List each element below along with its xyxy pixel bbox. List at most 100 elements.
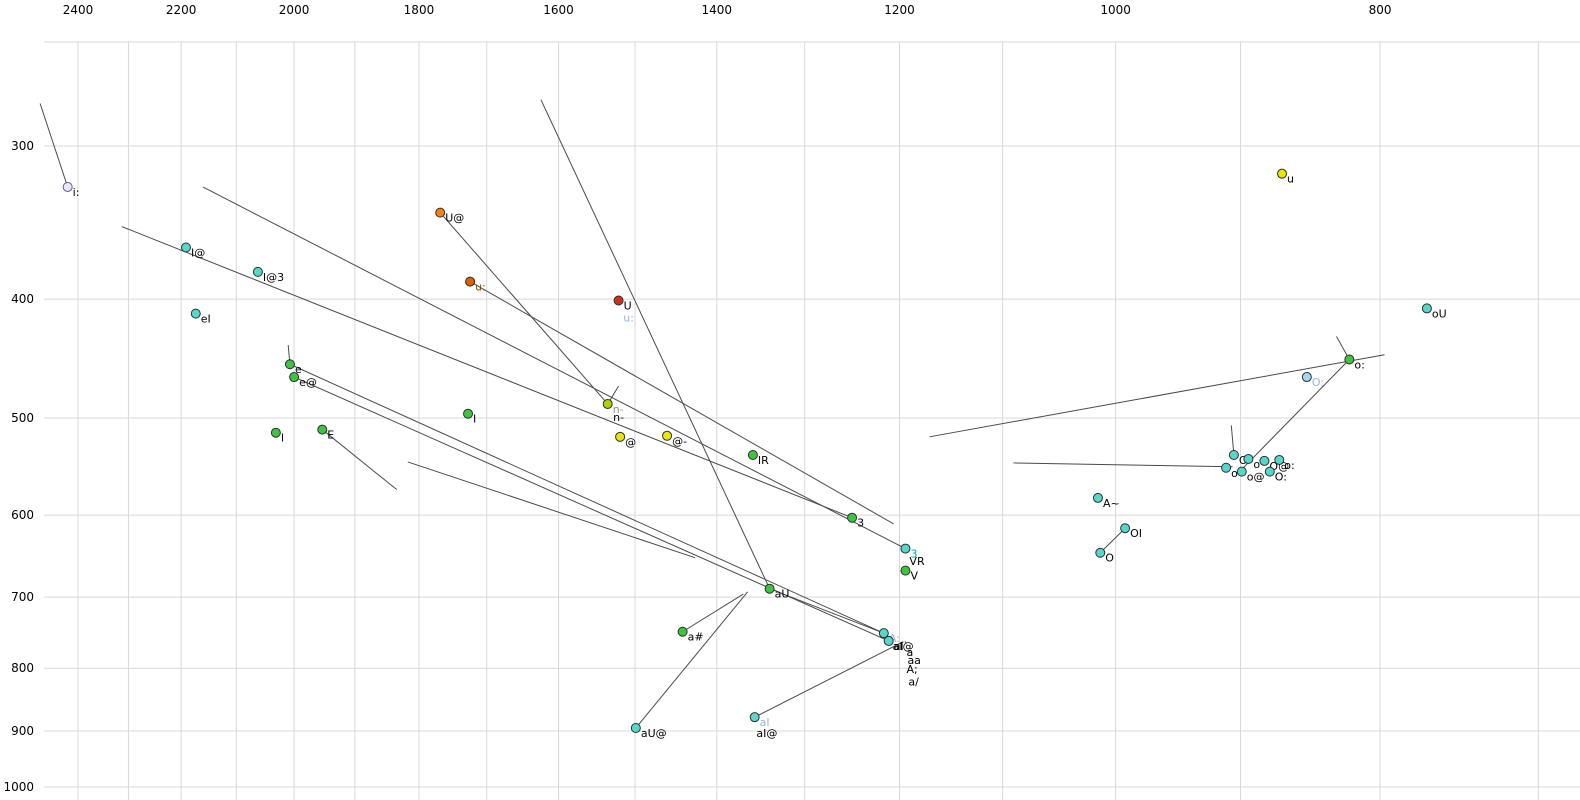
point-label-O: O [1239, 454, 1248, 467]
data-point-o@ [1236, 466, 1247, 477]
point-label-o:: o: [1354, 359, 1364, 372]
y-tick-label-800: 800 [11, 661, 34, 675]
trajectory-line-21 [769, 588, 884, 634]
point-label-I: I [281, 432, 284, 445]
point-label-O:: O: [1312, 376, 1324, 389]
trajectory-line-15 [929, 354, 1385, 438]
data-point-OI [1120, 523, 1131, 534]
x-tick-label-2000: 2000 [279, 3, 310, 17]
trajectory-line-13 [289, 363, 885, 634]
data-point-I [463, 408, 474, 419]
point-label-V: V [910, 570, 918, 583]
x-tick-label-1600: 1600 [543, 3, 574, 17]
x-tick-label-2400: 2400 [63, 3, 94, 17]
trajectory-line-20 [1099, 527, 1126, 554]
data-point-A: [878, 628, 889, 639]
trajectory-line-0 [39, 103, 69, 188]
data-point-@ [615, 431, 626, 442]
point-label-A:: A: [889, 632, 900, 645]
y-tick-label-400: 400 [11, 292, 34, 306]
point-label-@-: @- [672, 435, 687, 448]
data-point-3 [900, 543, 911, 554]
data-point-o: [1274, 454, 1285, 465]
extra-label-n--1: n- [613, 411, 624, 424]
x-tick-label-1200: 1200 [884, 3, 915, 17]
trajectory-line-2 [202, 186, 906, 550]
extra-label-aI@-8: aI@ [756, 727, 777, 740]
data-point-i: [62, 181, 73, 192]
y-tick-label-500: 500 [11, 411, 34, 425]
data-point-I@ [180, 242, 191, 253]
data-point-E [317, 424, 328, 435]
point-label-o@: o@ [1247, 471, 1265, 484]
point-label-n-: n- [613, 403, 624, 416]
trajectory-line-3 [439, 212, 609, 405]
point-label-eI: eI [201, 313, 211, 326]
x-tick-label-800: 800 [1369, 3, 1392, 17]
point-label-I: I [473, 413, 476, 426]
point-label-aU@: aU@ [641, 727, 667, 740]
data-point-O: [1301, 372, 1312, 383]
point-label-i:: i: [73, 186, 80, 199]
trajectory-line-8 [321, 429, 398, 491]
trajectory-line-12 [754, 641, 904, 718]
data-point-u [1277, 168, 1288, 179]
point-label-o: o [1231, 467, 1238, 480]
data-point-aI` [883, 635, 894, 646]
extra-label-a/-7: a/ [908, 675, 919, 688]
data-point-o [1221, 462, 1232, 473]
point-label-e@: e@ [299, 376, 317, 389]
data-point-O@ [1259, 455, 1270, 466]
data-point-o: [1344, 354, 1355, 365]
data-point-u: [465, 276, 476, 287]
point-label-aI: aI [760, 716, 770, 729]
trajectory-line-5 [540, 99, 771, 589]
trajectory-line-16 [1013, 462, 1233, 468]
extra-label-VR-2: VR [909, 555, 925, 568]
data-point-A~ [1092, 492, 1103, 503]
point-label-U: U [624, 300, 632, 313]
point-label-e: e [295, 363, 302, 376]
data-point-@- [662, 430, 673, 441]
y-tick-label-700: 700 [11, 590, 34, 604]
data-point-O: [1264, 466, 1275, 477]
x-tick-label-1800: 1800 [404, 3, 435, 17]
point-label-E: E [327, 429, 334, 442]
extra-label-aI@-3: aI@ [893, 640, 914, 653]
x-tick-label-2200: 2200 [166, 3, 197, 17]
point-label-O: O [1105, 552, 1114, 565]
point-label-I@: I@ [191, 246, 205, 259]
trajectory-line-19 [1240, 359, 1350, 472]
point-label-O:: O: [1275, 471, 1287, 484]
point-label-U@: U@ [445, 212, 464, 225]
point-label-o:: o: [1284, 459, 1294, 472]
data-point-I [270, 427, 281, 438]
trajectory-line-4 [469, 281, 894, 525]
y-tick-label-900: 900 [11, 724, 34, 738]
y-tick-label-600: 600 [11, 508, 34, 522]
point-label-o: o [1253, 458, 1260, 471]
point-label-OI: OI [1130, 527, 1142, 540]
data-point-U@ [435, 207, 446, 218]
point-label-3: 3 [857, 517, 864, 530]
data-point-3 [847, 512, 858, 523]
data-point-e [284, 359, 295, 370]
data-point-o [1243, 453, 1254, 464]
extra-label-u:-0: u: [623, 311, 634, 324]
data-point-a# [677, 626, 688, 637]
point-label-A~: A~ [1103, 497, 1120, 510]
y-tick-label-1000: 1000 [3, 780, 34, 794]
trajectory-line-10 [635, 591, 749, 729]
trajectory-line-11 [682, 593, 744, 633]
point-label-u:: u: [475, 281, 486, 294]
x-tick-label-1000: 1000 [1100, 3, 1131, 17]
data-point-n- [602, 398, 613, 409]
trajectory-line-1 [121, 226, 853, 519]
data-point-aU [764, 583, 775, 594]
y-tick-label-300: 300 [11, 139, 34, 153]
point-label-I@3: I@3 [263, 271, 284, 284]
point-label-oU: oU [1432, 307, 1447, 320]
point-label-@: @ [625, 436, 636, 449]
data-point-I@3 [252, 266, 263, 277]
